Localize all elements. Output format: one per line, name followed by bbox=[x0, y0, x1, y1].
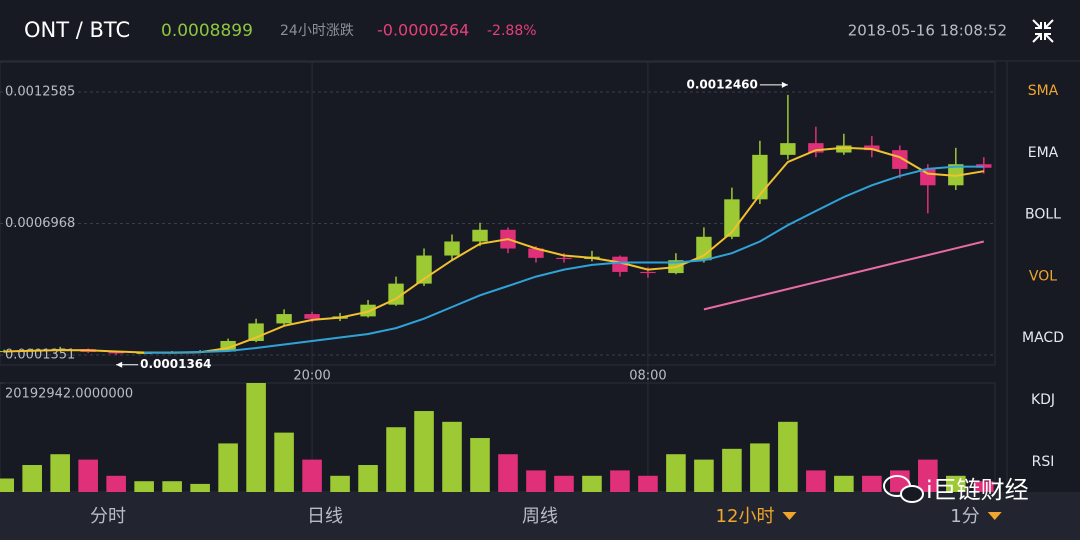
candle-body bbox=[304, 314, 320, 319]
candle-body bbox=[556, 257, 572, 260]
volume-bar bbox=[946, 475, 966, 492]
volume-bar bbox=[330, 475, 350, 492]
volume-bar bbox=[918, 459, 938, 492]
volume-bar bbox=[162, 481, 182, 492]
change: -0.0000264 bbox=[377, 21, 469, 40]
volume-bar bbox=[218, 443, 238, 492]
candle-body bbox=[528, 248, 544, 258]
candle-body bbox=[780, 143, 796, 155]
candle-body bbox=[696, 236, 712, 261]
candle-body bbox=[836, 145, 852, 153]
y-tick-label: 0.0012585 bbox=[5, 84, 75, 99]
y-tick-label: 20192942.0000000 bbox=[5, 387, 133, 402]
volume-bar bbox=[414, 411, 434, 492]
volume-bar bbox=[106, 475, 126, 492]
volume-bar bbox=[750, 443, 770, 492]
change-label: 24小时涨跌 bbox=[280, 23, 354, 39]
candle-body bbox=[808, 143, 824, 153]
volume-bar bbox=[638, 475, 658, 492]
dropdown-arrow bbox=[987, 512, 1002, 520]
volume-bar bbox=[610, 470, 630, 492]
candle-body bbox=[864, 145, 880, 151]
arrow-head bbox=[781, 81, 788, 88]
candle-body bbox=[892, 150, 908, 169]
volume-bar bbox=[302, 459, 322, 492]
volume-bar bbox=[190, 483, 210, 492]
indicator-button[interactable]: KDJ bbox=[1031, 392, 1055, 408]
volume-bar bbox=[778, 421, 798, 492]
volume-bar bbox=[22, 465, 42, 492]
x-tick-label: 20:00 bbox=[293, 369, 330, 384]
candle-body bbox=[752, 154, 768, 200]
volume-bar bbox=[806, 470, 826, 492]
volume-bar bbox=[442, 421, 462, 492]
volume-bar bbox=[554, 475, 574, 492]
volume-bar bbox=[722, 448, 742, 492]
volume-bar bbox=[50, 454, 70, 492]
extreme-annotation: 0.0012460 bbox=[687, 77, 788, 91]
dropdown-arrow bbox=[782, 512, 797, 520]
candle-body bbox=[276, 314, 292, 324]
x-tick-label: 08:00 bbox=[629, 369, 666, 384]
candle-body bbox=[612, 256, 628, 272]
volume-bar bbox=[694, 459, 714, 492]
candle-body bbox=[360, 304, 376, 317]
volume-bar bbox=[78, 459, 98, 492]
watermark: i巨链财经 bbox=[883, 475, 1029, 504]
volume-bar bbox=[526, 470, 546, 492]
candle-body bbox=[108, 351, 124, 354]
volume-bar bbox=[582, 475, 602, 492]
volume-bar bbox=[246, 383, 266, 492]
volume-bar bbox=[358, 465, 378, 492]
candle-body bbox=[976, 164, 992, 168]
collapse-icon[interactable] bbox=[1032, 19, 1054, 43]
volume-bar bbox=[862, 475, 882, 492]
candle-body bbox=[640, 271, 656, 274]
timeframe-tab[interactable]: 分时 bbox=[90, 506, 126, 527]
candle-body bbox=[472, 229, 488, 242]
moving-average-line bbox=[144, 165, 984, 354]
indicator-button[interactable]: VOL bbox=[1029, 268, 1057, 284]
annotation-label: 0.0001364 bbox=[140, 357, 211, 371]
timeframe-tab[interactable]: 12小时 bbox=[716, 506, 775, 527]
extreme-annotation: 0.0001364 bbox=[116, 357, 212, 371]
timeframe-tab[interactable]: 周线 bbox=[522, 506, 558, 527]
indicator-button[interactable]: RSI bbox=[1032, 454, 1055, 470]
datetime: 2018-05-16 18:08:52 bbox=[848, 22, 1007, 40]
timeframe-tab[interactable]: 日线 bbox=[307, 506, 343, 527]
last-price: 0.0008899 bbox=[161, 21, 253, 41]
indicator-button[interactable]: EMA bbox=[1028, 145, 1059, 161]
y-tick-label: 0.0006968 bbox=[5, 216, 75, 231]
volume-bar bbox=[386, 427, 406, 492]
price-panel bbox=[0, 61, 996, 366]
volume-bar bbox=[134, 481, 154, 492]
tab-bar bbox=[0, 492, 1080, 540]
change-percent: -2.88% bbox=[487, 23, 537, 39]
volume-bar bbox=[470, 438, 490, 492]
pair: ONT / BTC bbox=[24, 18, 130, 42]
volume-bar bbox=[974, 481, 994, 492]
timeframe-tab[interactable]: 1分 bbox=[950, 506, 979, 527]
volume-bar bbox=[274, 432, 294, 492]
candle-body bbox=[444, 241, 460, 256]
annotation-label: 0.0012460 bbox=[687, 77, 758, 91]
indicator-button[interactable]: MACD bbox=[1022, 330, 1064, 346]
candle-body bbox=[220, 340, 236, 352]
arrow-head bbox=[116, 361, 123, 368]
moving-average-line bbox=[703, 240, 985, 311]
watermark-text: i巨链财经 bbox=[926, 476, 1029, 504]
volume-bar bbox=[834, 475, 854, 492]
indicator-button[interactable]: SMA bbox=[1028, 83, 1059, 99]
candle-body bbox=[948, 164, 964, 186]
candle-body bbox=[388, 283, 404, 305]
volume-bar bbox=[666, 454, 686, 492]
volume-bar bbox=[0, 478, 14, 492]
volume-bar bbox=[498, 454, 518, 492]
indicator-button[interactable]: BOLL bbox=[1025, 207, 1061, 223]
